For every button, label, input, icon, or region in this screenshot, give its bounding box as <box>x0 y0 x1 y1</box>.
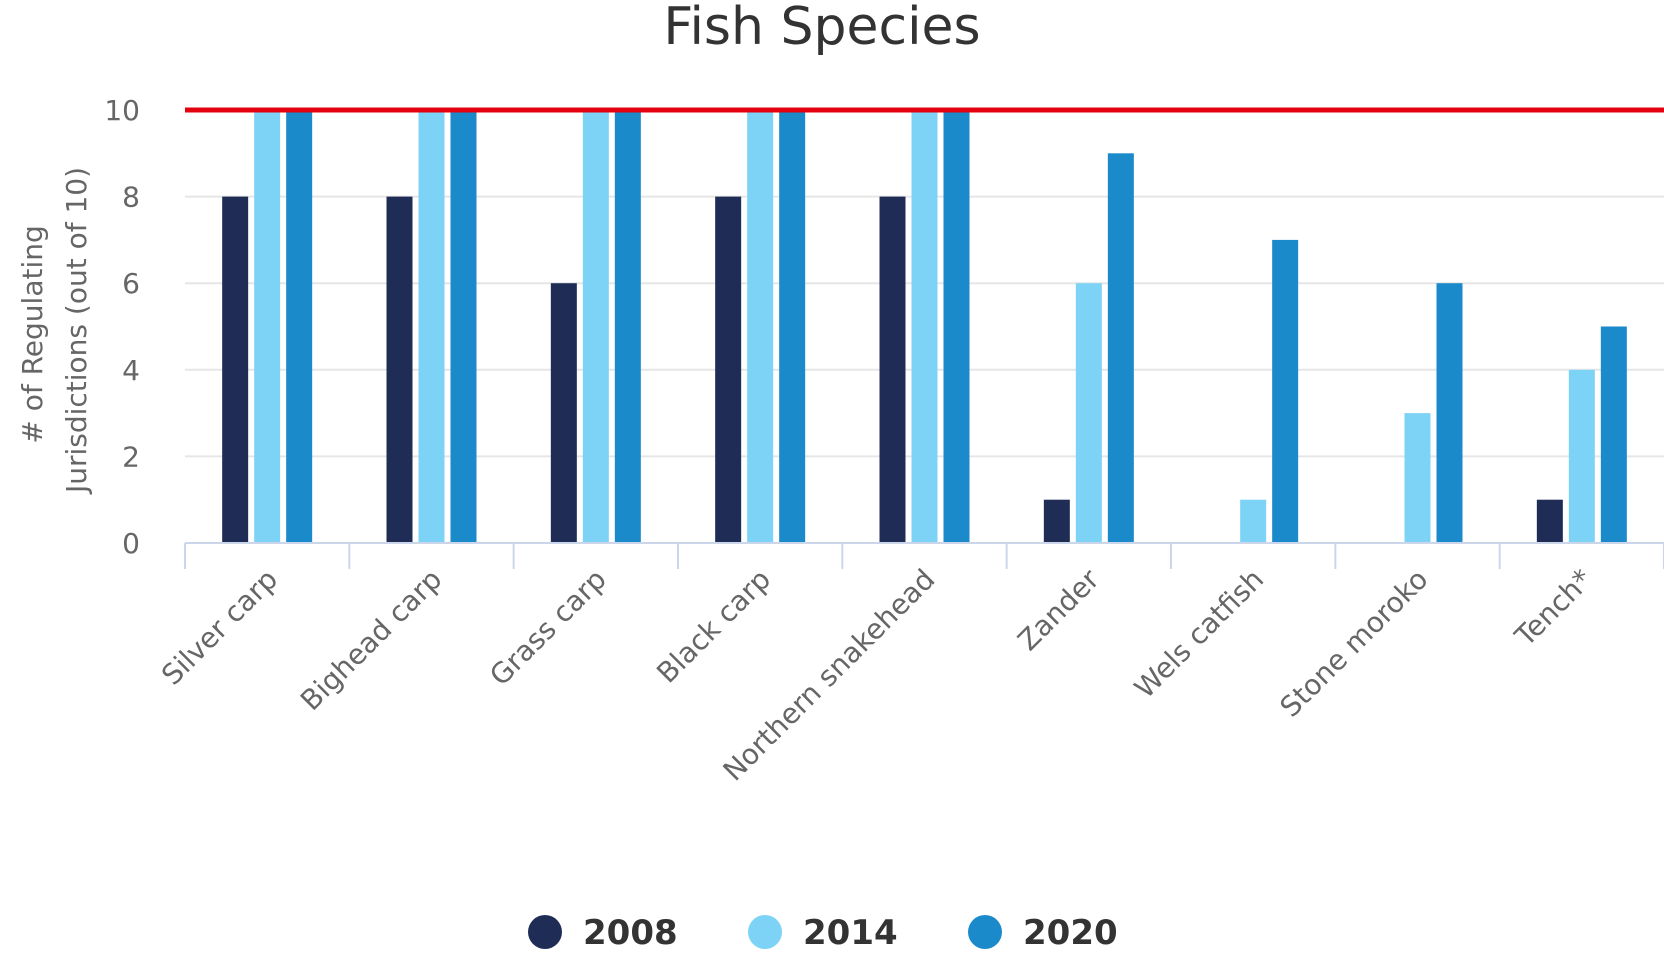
x-tick-label: Bighead carp <box>294 563 448 717</box>
legend-item-2008[interactable]: 2008 <box>528 913 678 953</box>
bar-2014[interactable] <box>254 110 281 543</box>
y-tick-label: 0 <box>122 527 140 560</box>
legend-label: 2020 <box>1023 913 1118 953</box>
bar-2014[interactable] <box>582 110 609 543</box>
bar-2020[interactable] <box>1436 283 1463 543</box>
bar-2020[interactable] <box>943 110 970 543</box>
bar-2020[interactable] <box>614 110 641 543</box>
x-tick-label: Tench* <box>1508 563 1599 654</box>
y-axis: 0 2 4 6 8 10 <box>104 94 140 560</box>
y-tick-label: 8 <box>122 181 140 214</box>
bar-2014[interactable] <box>1404 413 1431 543</box>
x-tick-label: Silver carp <box>155 563 284 692</box>
bar-2020[interactable] <box>1600 326 1627 544</box>
legend-label: 2014 <box>803 913 898 953</box>
bar-2020[interactable] <box>1272 239 1299 543</box>
y-tick-label: 6 <box>122 267 140 300</box>
x-tick-label: Wels catfish <box>1128 563 1270 705</box>
legend-swatch <box>528 915 562 949</box>
y-tick-label: 4 <box>122 354 140 387</box>
bar-2008[interactable] <box>222 196 249 543</box>
chart-title: Fish Species <box>663 0 980 57</box>
legend-item-2014[interactable]: 2014 <box>748 913 898 953</box>
x-tick-label: Zander <box>1011 562 1106 657</box>
bar-2014[interactable] <box>1568 369 1595 543</box>
y-tick-label: 10 <box>104 94 140 127</box>
bar-2020[interactable] <box>779 110 806 543</box>
bar-2008[interactable] <box>715 196 742 543</box>
legend-label: 2008 <box>583 913 678 953</box>
y-axis-label: # of Regulating Jurisdictions (out of 10… <box>16 167 93 495</box>
bar-2014[interactable] <box>1240 499 1267 543</box>
y-axis-label-line-2: Jurisdictions (out of 10) <box>60 167 93 495</box>
legend-swatch <box>968 915 1002 949</box>
y-axis-label-line-1: # of Regulating <box>16 225 49 443</box>
x-axis: Silver carp Bighead carp Grass carp Black c… <box>155 542 1664 788</box>
bar-2008[interactable] <box>550 283 577 543</box>
bar-2008[interactable] <box>1536 499 1563 543</box>
legend-swatch <box>748 915 782 949</box>
y-tick-label: 2 <box>122 440 140 473</box>
legend-item-2020[interactable]: 2020 <box>968 913 1118 953</box>
bar-2020[interactable] <box>450 110 477 543</box>
bar-2020[interactable] <box>286 110 313 543</box>
bars <box>222 110 1627 544</box>
bar-2014[interactable] <box>1075 283 1102 543</box>
bar-2008[interactable] <box>879 196 906 543</box>
bar-2014[interactable] <box>911 110 938 543</box>
bar-2020[interactable] <box>1107 153 1134 544</box>
bar-2014[interactable] <box>418 110 445 543</box>
x-tick-label: Stone moroko <box>1274 563 1435 724</box>
legend[interactable]: 2008 2014 2020 <box>528 913 1118 953</box>
bar-2008[interactable] <box>386 196 413 543</box>
bar-2014[interactable] <box>747 110 774 543</box>
bar-2008[interactable] <box>1043 499 1070 543</box>
x-tick-label: Grass carp <box>483 563 613 693</box>
x-tick-label: Black carp <box>650 563 777 690</box>
